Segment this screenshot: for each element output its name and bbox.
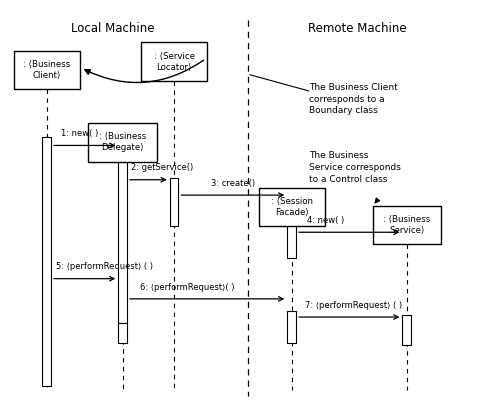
Bar [118, 155, 127, 323]
Text: : ⟨Business
Client⟩: : ⟨Business Client⟩ [23, 60, 70, 80]
Text: 4: new( ): 4: new( ) [306, 216, 344, 225]
Bar [402, 315, 411, 345]
Text: The Business Client
corresponds to a
Boundary class: The Business Client corresponds to a Bou… [309, 83, 398, 115]
Bar [372, 206, 441, 244]
Bar [287, 194, 296, 258]
Bar [141, 42, 207, 81]
Text: : ⟨Session
Facade⟩: : ⟨Session Facade⟩ [270, 197, 312, 217]
Text: : ⟨Business
Service⟩: : ⟨Business Service⟩ [383, 215, 430, 235]
FancyArrowPatch shape [85, 60, 204, 82]
Bar [170, 178, 178, 226]
Bar [42, 137, 51, 386]
Text: 1: new( ): 1: new( ) [61, 129, 98, 138]
Bar [287, 311, 296, 343]
Bar [258, 188, 324, 226]
Text: 7: ⟨performRequest⟩ ( ): 7: ⟨performRequest⟩ ( ) [304, 301, 402, 310]
Text: The Business
Service corresponds
to a Control class: The Business Service corresponds to a Co… [309, 152, 400, 184]
Text: 3: create(): 3: create() [211, 179, 255, 188]
Bar [88, 123, 157, 162]
Text: : ⟨Service
Locator⟩: : ⟨Service Locator⟩ [154, 52, 194, 72]
Text: 6: ⟨performRequest⟩( ): 6: ⟨performRequest⟩( ) [140, 283, 234, 292]
Text: 5: ⟨performRequest⟩ ( ): 5: ⟨performRequest⟩ ( ) [56, 262, 154, 272]
Bar [118, 323, 127, 343]
Text: 2: getService(): 2: getService() [132, 164, 194, 173]
FancyArrowPatch shape [375, 198, 380, 203]
Bar [14, 51, 80, 89]
Text: Remote Machine: Remote Machine [308, 22, 407, 35]
Text: : ⟨Business
Delegate⟩: : ⟨Business Delegate⟩ [99, 132, 146, 152]
Text: Local Machine: Local Machine [71, 22, 154, 35]
